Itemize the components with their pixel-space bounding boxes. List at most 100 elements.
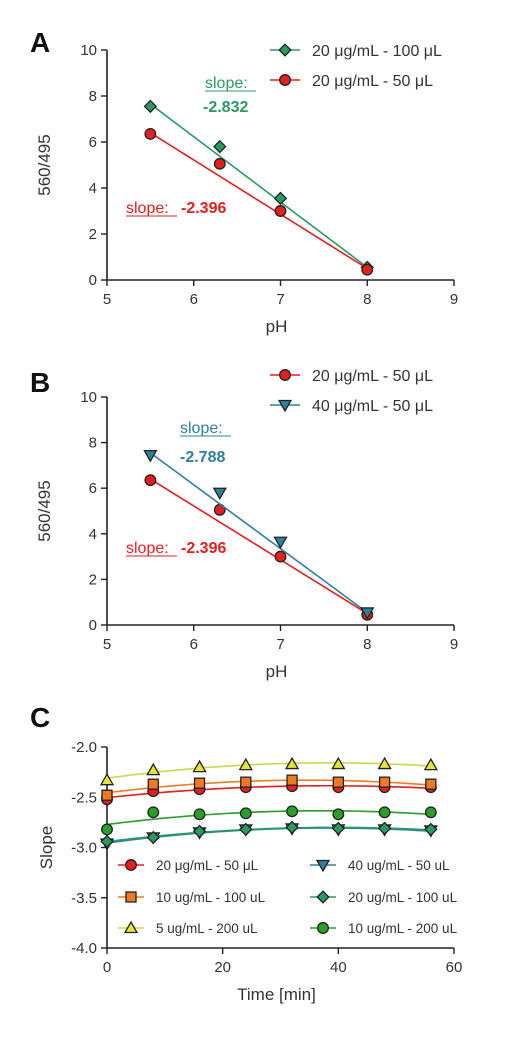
fit-line: [149, 452, 368, 614]
x-axis-label: Time [min]: [237, 985, 316, 1004]
y-tick-label: 2: [89, 226, 97, 243]
data-point: [143, 99, 158, 114]
data-point: [423, 757, 438, 771]
y-axis-label: 560/495: [35, 480, 54, 541]
fit-curve: [106, 779, 431, 794]
legend-entry: 20 μg/mL - 50 μL: [312, 368, 433, 385]
legend-marker: [316, 890, 330, 904]
data-point: [361, 263, 374, 276]
fit-curve: [106, 784, 431, 799]
y-tick-label: 4: [89, 526, 97, 543]
y-tick-label: 8: [89, 88, 97, 105]
data-point: [424, 806, 437, 819]
x-tick-label: 9: [450, 636, 458, 653]
data-point: [192, 824, 207, 839]
data-point: [274, 205, 287, 217]
fit-curve: [106, 809, 431, 826]
x-tick-label: 40: [330, 959, 347, 976]
y-tick-label: -2.0: [71, 739, 97, 756]
x-tick-label: 7: [276, 291, 284, 308]
legend-marker: [279, 74, 291, 86]
x-tick-label: 0: [103, 959, 111, 976]
legend-marker: [125, 859, 137, 871]
data-point: [378, 806, 391, 819]
data-point: [212, 487, 227, 501]
x-tick-label: 20: [214, 959, 231, 976]
panel-letter: A: [30, 27, 50, 58]
slope-annotation-label: slope:: [126, 540, 169, 557]
panel-b: B 0 2 4 6 8 10 5 6 7 8 9 pH 560/495 20 μg/mL - 50 μL 40…: [30, 367, 458, 681]
slope-annotation-value: -2.396: [181, 540, 226, 557]
y-tick-label: 8: [89, 435, 97, 452]
data-point: [238, 757, 253, 771]
legend-entry: 20 μg/mL - 50 μL: [312, 73, 433, 90]
x-tick-label: 6: [190, 291, 198, 308]
x-tick-label: 5: [103, 636, 111, 653]
y-axis-label: Slope: [37, 826, 56, 869]
slope-annotation-label: slope:: [180, 420, 223, 437]
y-axis-label: 560/495: [35, 134, 54, 195]
x-axis-label: pH: [266, 317, 288, 336]
data-point: [193, 808, 206, 821]
panel-letter: C: [30, 702, 50, 733]
panel-letter: B: [30, 367, 50, 398]
data-point: [101, 823, 113, 836]
data-point: [285, 820, 299, 835]
data-point: [274, 550, 287, 563]
y-tick-label: 4: [89, 180, 97, 197]
data-point: [144, 127, 157, 140]
data-point: [286, 805, 299, 818]
fit-curve: [106, 762, 431, 779]
data-point: [239, 822, 253, 837]
y-tick-label: 10: [80, 389, 97, 406]
data-point: [143, 449, 158, 463]
x-tick-label: 8: [363, 636, 371, 653]
data-point: [213, 139, 227, 154]
x-tick-label: 9: [450, 291, 458, 308]
legend-entry: 10 ug/mL - 200 uL: [348, 921, 458, 936]
data-point: [360, 607, 375, 620]
x-tick-label: 5: [103, 291, 111, 308]
data-point: [147, 806, 160, 819]
legend-marker: [279, 369, 291, 381]
data-point: [331, 756, 346, 770]
data-point: [332, 776, 344, 788]
data-point: [192, 759, 207, 773]
y-tick-label: 0: [89, 272, 97, 289]
y-tick-label: -3.0: [71, 840, 97, 857]
data-point: [425, 778, 437, 790]
data-point: [193, 777, 206, 789]
legend-marker: [277, 399, 293, 413]
data-point: [377, 821, 392, 836]
legend-entry: 20 μg/mL - 50 μL: [156, 858, 259, 873]
panel-a: A 0 2 4 6 8 10 5 6 7 8 9 pH 560/495 20 μg/mL - 100 μL 2…: [30, 27, 458, 336]
y-tick-label: 10: [80, 42, 97, 59]
data-point: [239, 807, 252, 820]
fit-curve: [106, 826, 431, 843]
y-tick-label: 0: [89, 617, 97, 634]
data-point: [147, 778, 159, 790]
fit-line: [149, 132, 368, 270]
y-tick-label: -3.5: [71, 890, 97, 907]
y-tick-label: 2: [89, 571, 97, 588]
data-point: [424, 822, 438, 837]
x-tick-label: 60: [446, 959, 463, 976]
data-point: [273, 191, 288, 206]
data-point: [377, 756, 392, 770]
x-tick-label: 8: [363, 291, 371, 308]
fit-line: [149, 478, 368, 615]
data-point: [99, 772, 115, 786]
data-point: [146, 762, 161, 776]
slope-annotation-label: slope:: [205, 75, 248, 92]
x-tick-label: 6: [190, 636, 198, 653]
x-axis-label: pH: [266, 662, 288, 681]
legend-marker: [317, 922, 329, 934]
legend-entry: 5 ug/mL - 200 uL: [156, 921, 258, 936]
slope-annotation-label: slope:: [126, 200, 169, 217]
legend-entry: 10 ug/mL - 100 uL: [156, 890, 266, 905]
slope-annotation-value: -2.832: [203, 99, 248, 116]
y-tick-label: 6: [89, 480, 97, 497]
data-point: [101, 789, 113, 801]
legend-marker: [125, 891, 137, 903]
